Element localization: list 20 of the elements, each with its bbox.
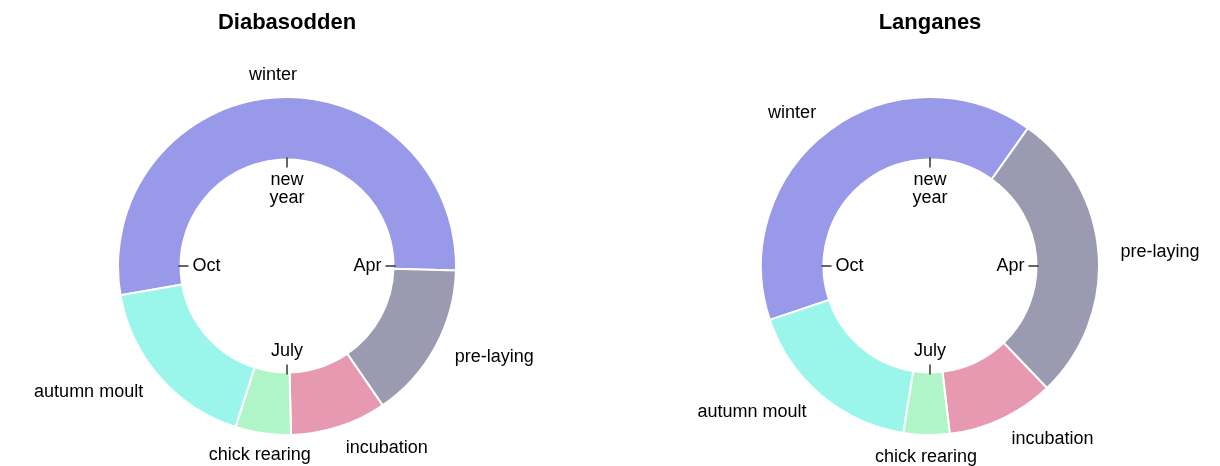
chart-title: Langanes — [878, 9, 982, 35]
slice-label: chick rearing — [874, 445, 978, 466]
chart-title: Diabasodden — [217, 9, 357, 35]
text: July — [913, 340, 947, 361]
slice-label: autumn moult — [697, 400, 807, 421]
text: Apr — [353, 254, 382, 275]
slice-label: winter — [767, 101, 817, 122]
slice-label: autumn moult — [34, 380, 144, 401]
text: Oct — [835, 254, 864, 275]
slice-label: incubation — [345, 436, 428, 457]
text: July — [270, 340, 304, 361]
text: new year — [912, 169, 948, 208]
text: new year — [269, 169, 305, 208]
slice-label: pre-laying — [1120, 240, 1200, 261]
slice-label: winter — [247, 64, 297, 85]
text: Oct — [192, 254, 221, 275]
slice-label: chick rearing — [208, 444, 311, 465]
slice-label: pre-laying — [454, 346, 534, 367]
text: Apr — [996, 254, 1025, 275]
slice-label: incubation — [1011, 427, 1094, 448]
